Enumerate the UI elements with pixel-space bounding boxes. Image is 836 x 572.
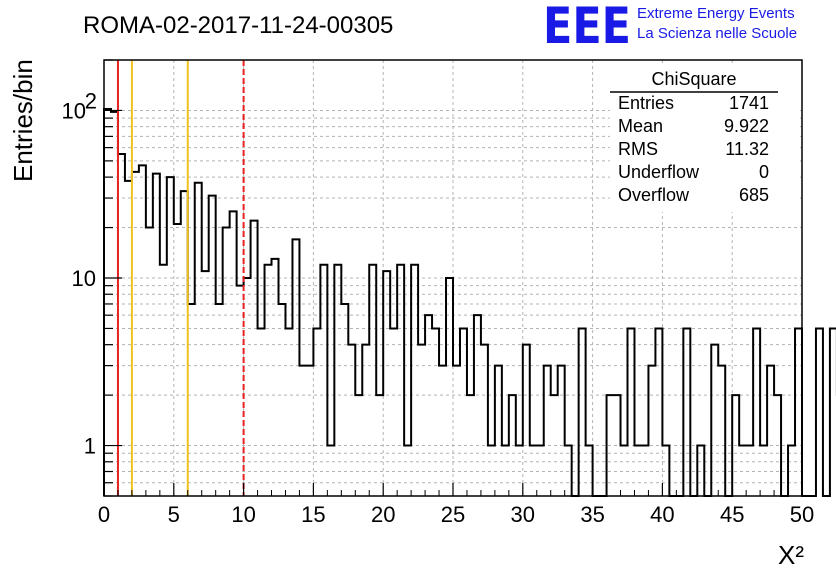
eee-logo-mark: EEE	[543, 0, 631, 55]
x-tick-label: 30	[511, 502, 535, 527]
stats-label-mean: Mean	[618, 116, 663, 136]
stats-label-overflow: Overflow	[618, 185, 690, 205]
y-tick-label: 10	[72, 266, 96, 291]
x-tick-label: 15	[301, 502, 325, 527]
stats-label-entries: Entries	[618, 93, 674, 113]
x-tick-label: 5	[168, 502, 180, 527]
y-axis-title: Entries/bin	[8, 59, 38, 182]
stats-label-rms: RMS	[618, 139, 658, 159]
threshold-lines	[116, 60, 245, 496]
stats-label-underflow: Underflow	[618, 162, 700, 182]
chart-title: ROMA-02-2017-11-24-00305	[83, 12, 393, 39]
x-tick-label: 10	[231, 502, 255, 527]
x-tick-label: 50	[790, 502, 814, 527]
stats-value-rms: 11.32	[725, 139, 769, 159]
eee-logo: EEE Extreme Energy Events La Scienza nel…	[543, 0, 797, 55]
x-tick-label: 20	[371, 502, 395, 527]
x-tick-label: 40	[650, 502, 674, 527]
x-tick-label: 45	[720, 502, 744, 527]
logo-line-1: Extreme Energy Events	[637, 5, 795, 22]
x-tick-label: 0	[98, 502, 110, 527]
stats-value-entries: 1741	[729, 93, 769, 113]
histogram-outline	[103, 107, 836, 497]
x-tick-label: 35	[580, 502, 604, 527]
stats-value-overflow: 685	[739, 185, 769, 205]
histogram-bins	[103, 107, 836, 497]
stats-value-mean: 9.922	[724, 116, 769, 136]
stats-box-background	[610, 66, 798, 212]
y-tick-label: 10	[62, 98, 86, 123]
stats-box: ChiSquare Entries 1741 Mean 9.922 RMS 11…	[610, 66, 798, 212]
x-axis-title: X²	[778, 540, 804, 570]
logo-line-2: La Scienza nelle Scuole	[637, 25, 797, 42]
stats-title: ChiSquare	[651, 69, 736, 89]
y-tick-exponent: 2	[85, 88, 97, 113]
stats-value-underflow: 0	[759, 162, 769, 182]
x-tick-label: 25	[441, 502, 465, 527]
y-tick-label: 1	[84, 434, 96, 459]
